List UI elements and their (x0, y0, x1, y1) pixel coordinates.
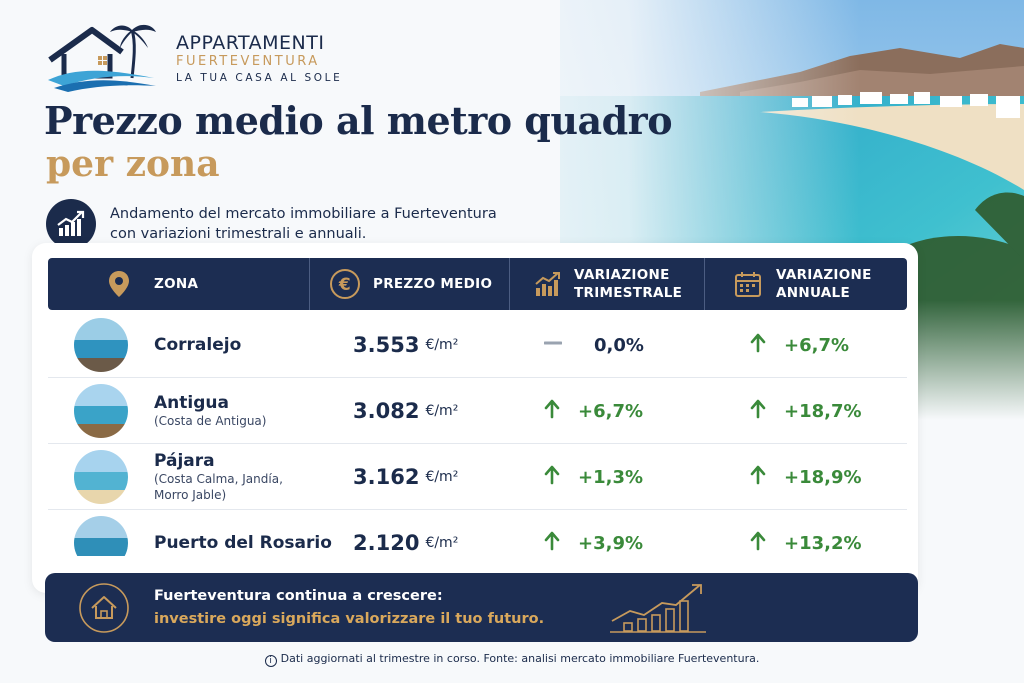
brand-location: FUERTEVENTURA (176, 54, 320, 69)
zone-name: Antigua (154, 393, 229, 413)
price-value: 3.162 (353, 465, 420, 489)
table-row: Puerto del Rosario 2.120 €/m² +3,9% +13,2% (48, 510, 907, 576)
zone-cell: Antigua (Costa de Antigua) (154, 378, 266, 444)
header-prezzo: PREZZO MEDIO (373, 276, 493, 292)
price-cell: 3.082 €/m² (353, 378, 458, 444)
zone-name: Corralejo (154, 335, 242, 355)
header-trimestrale: VARIAZIONE TRIMESTRALE (574, 267, 683, 301)
price-unit: €/m² (425, 469, 459, 485)
market-trend-icon (46, 199, 96, 249)
zone-cell: Corralejo (154, 312, 241, 378)
info-icon: i (264, 655, 277, 667)
price-cell: 2.120 €/m² (353, 510, 458, 576)
arrow-up-icon (750, 333, 766, 353)
map-pin-icon (109, 271, 129, 297)
euro-icon: € (330, 269, 360, 299)
header-annuale: VARIAZIONE ANNUALE (776, 267, 872, 301)
arrow-up-icon (750, 465, 766, 485)
quarterly-change: +3,9% (578, 532, 644, 554)
quarterly-change: +1,3% (578, 466, 644, 488)
zone-name: Pájara (154, 451, 215, 471)
banner-headline: Fuerteventura continua a crescere: (154, 588, 443, 604)
arrow-up-icon (544, 531, 560, 551)
quarterly-cell: +1,3% (544, 444, 643, 510)
banner-message: investire oggi significa valorizzare il … (154, 611, 545, 627)
brand-logo: APPARTAMENTI FUERTEVENTURA LA TUA CASA A… (44, 20, 344, 92)
annual-cell: +13,2% (750, 510, 862, 576)
annual-change: +13,2% (784, 532, 862, 554)
header-separator (704, 258, 705, 310)
zone-photo (74, 318, 128, 372)
header-separator (309, 258, 310, 310)
header-separator (509, 258, 510, 310)
annual-cell: +6,7% (750, 312, 849, 378)
zone-photo (74, 450, 128, 504)
footer-banner: Fuerteventura continua a crescere: inves… (45, 573, 918, 642)
arrow-up-icon (750, 399, 766, 419)
zone-cell: Pájara (Costa Calma, Jandía, Morro Jable) (154, 444, 283, 510)
zone-photo (74, 516, 128, 570)
house-palm-logo-icon (48, 24, 156, 92)
price-unit: €/m² (425, 337, 459, 353)
annual-change: +18,9% (784, 466, 862, 488)
arrow-up-icon (544, 399, 560, 419)
trend-indicator (544, 399, 572, 423)
table-row: Corralejo 3.553 €/m² 0,0% +6,7% (48, 312, 907, 378)
zone-cell: Puerto del Rosario (154, 510, 332, 576)
quarterly-change: +6,7% (578, 400, 644, 422)
zone-subtitle: (Costa Calma, Jandía, (154, 472, 283, 486)
quarterly-change: 0,0% (594, 334, 644, 356)
page-title-accent: per zona (46, 143, 220, 185)
calendar-icon (735, 272, 761, 297)
annual-cell: +18,7% (750, 378, 862, 444)
table-row: Pájara (Costa Calma, Jandía, Morro Jable) 3… (48, 444, 907, 510)
header-trim-icon-wrap (534, 258, 562, 310)
trend-indicator (750, 399, 778, 423)
house-icon (79, 583, 129, 633)
quarterly-cell: 0,0% (543, 312, 644, 378)
trend-indicator (750, 465, 778, 489)
svg-text:€: € (338, 275, 351, 295)
trend-indicator (544, 465, 572, 489)
quarterly-cell: +6,7% (544, 378, 643, 444)
price-cell: 3.553 €/m² (353, 312, 458, 378)
brand-name: APPARTAMENTI (176, 32, 325, 54)
price-value: 3.082 (353, 399, 420, 423)
trend-indicator (750, 333, 778, 357)
price-value: 2.120 (353, 531, 420, 555)
trend-indicator (750, 531, 778, 555)
annual-change: +18,7% (784, 400, 862, 422)
zone-subtitle: Morro Jable) (154, 488, 227, 502)
price-unit: €/m² (425, 535, 459, 551)
header-annual-icon-wrap (734, 258, 762, 310)
trend-indicator (544, 531, 572, 555)
zone-subtitle: (Costa de Antigua) (154, 414, 267, 428)
table-row: Antigua (Costa de Antigua) 3.082 €/m² +6,7% +… (48, 378, 907, 444)
price-value: 3.553 (353, 333, 420, 357)
quarterly-cell: +3,9% (544, 510, 643, 576)
page-title: Prezzo medio al metro quadro (44, 98, 673, 143)
growth-chart-icon (610, 584, 706, 633)
trend-indicator (543, 333, 572, 357)
annual-cell: +18,9% (750, 444, 862, 510)
arrow-up-icon (544, 465, 560, 485)
header-zona-icon-wrap (108, 258, 130, 310)
page-subtitle: Andamento del mercato immobiliare a Fuer… (110, 206, 497, 242)
zone-name: Puerto del Rosario (154, 533, 332, 553)
zone-photo (74, 384, 128, 438)
price-cell: 3.162 €/m² (353, 444, 458, 510)
dash-icon (543, 341, 563, 345)
bar-chart-up-icon (535, 272, 560, 296)
table-header: ZONA € PREZZO MEDIO VARIAZIONE TRIMESTRA… (48, 258, 907, 310)
data-source-note: i Dati aggiornati al trimestre in corso. … (0, 652, 1024, 667)
price-unit: €/m² (425, 403, 459, 419)
annual-change: +6,7% (784, 334, 850, 356)
arrow-up-icon (750, 531, 766, 551)
brand-tagline: LA TUA CASA AL SOLE (176, 72, 343, 84)
header-prezzo-icon-wrap: € (329, 258, 361, 310)
header-zona: ZONA (154, 276, 199, 292)
